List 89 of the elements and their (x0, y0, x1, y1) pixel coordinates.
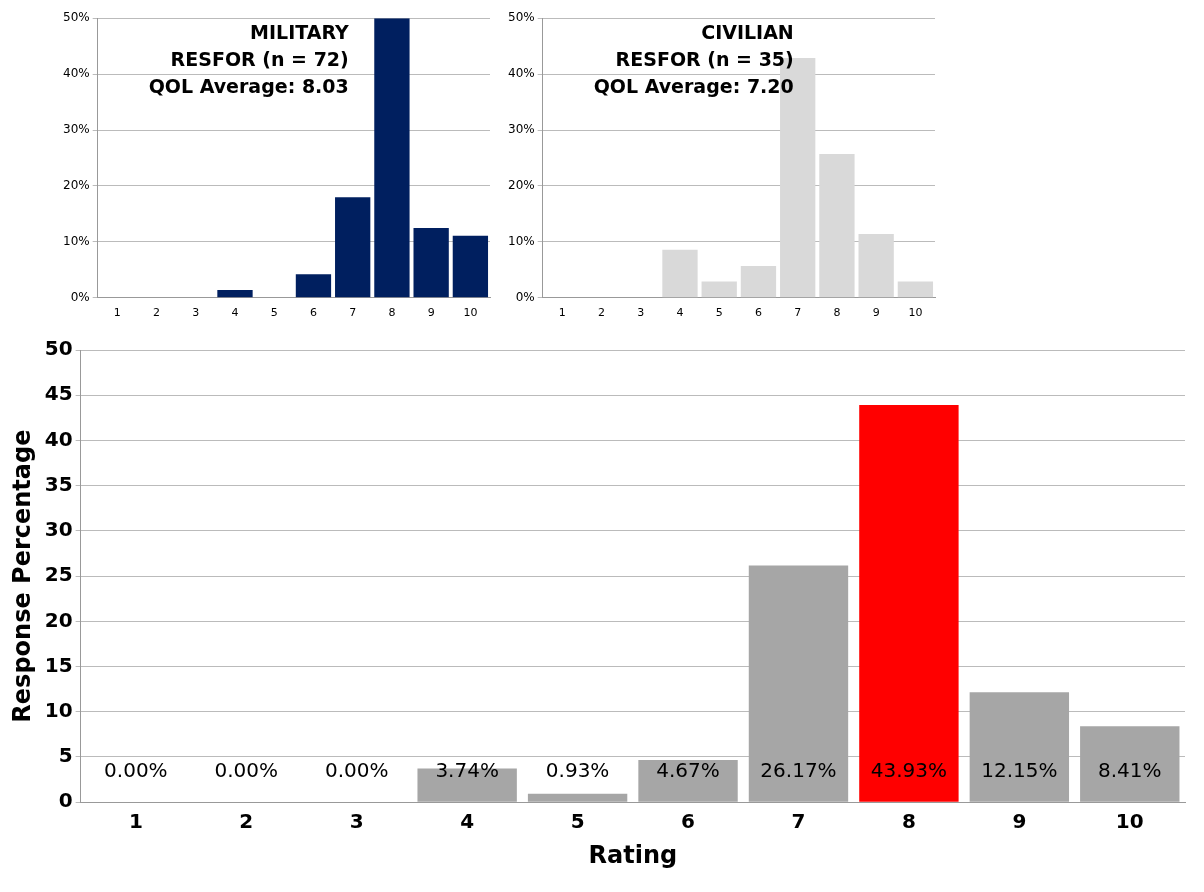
x-tick-label: 1 (113, 306, 121, 320)
bar (217, 289, 253, 298)
bar (527, 793, 628, 802)
bar (295, 274, 332, 298)
y-tick-label: 25 (44, 562, 73, 587)
x-tick-label: 8 (901, 809, 916, 834)
y-tick-label: 20% (63, 178, 90, 193)
bar (335, 197, 371, 298)
bar (701, 281, 737, 298)
x-tick-label: 9 (872, 306, 880, 320)
x-tick-label: 4 (460, 809, 475, 834)
x-tick-label: 10 (463, 306, 478, 320)
x-tick-label: 9 (1012, 809, 1027, 834)
x-tick-label: 7 (791, 809, 806, 834)
bar (638, 759, 738, 802)
x-tick-label: 1 (128, 809, 143, 834)
x-tick-label: 6 (681, 809, 695, 834)
x-tick-label: 10 (908, 306, 923, 320)
y-tick-label: 20 (44, 607, 73, 632)
x-tick-label: 3 (349, 809, 364, 834)
x-tick-label: 2 (153, 306, 161, 320)
bar (858, 234, 894, 298)
y-tick-label: 5 (58, 743, 73, 768)
bar (859, 404, 959, 802)
x-tick-label: 6 (309, 306, 317, 320)
data-label: 43.93% (870, 758, 948, 783)
x-tick-label: 6 (754, 306, 762, 320)
x-tick-label: 8 (388, 306, 396, 320)
x-tick-label: 2 (239, 809, 254, 834)
y-tick-label: 10 (44, 697, 73, 722)
x-tick-label: 1 (558, 306, 566, 320)
data-label: 0.93% (545, 758, 610, 783)
x-axis-title: Rating (588, 840, 678, 869)
y-tick-label: 50% (508, 10, 535, 25)
y-tick-label: 0% (70, 289, 90, 304)
y-axis-title: Response Percentage (7, 429, 36, 723)
annotation: RESFOR (n = 35) (615, 47, 794, 70)
x-tick-label: 3 (192, 306, 200, 320)
y-tick-label: 40% (508, 66, 535, 81)
data-label: 0.00% (324, 758, 389, 783)
bar (1080, 726, 1180, 802)
bar (819, 154, 855, 298)
data-label: 3.74% (435, 758, 499, 783)
x-tick-label: 3 (637, 306, 645, 320)
y-tick-label: 0 (58, 788, 73, 813)
bar (413, 227, 449, 298)
data-label: 12.15% (981, 758, 1058, 783)
x-tick-label: 5 (715, 306, 723, 320)
annotation: QOL Average: 8.03 (148, 74, 349, 97)
x-tick-label: 4 (231, 306, 239, 320)
data-label: 26.17% (760, 758, 837, 783)
annotation: CIVILIAN (701, 20, 794, 43)
y-tick-label: 30% (508, 122, 535, 137)
y-tick-label: 50% (63, 10, 90, 25)
x-tick-label: 10 (1115, 809, 1144, 834)
x-tick-label: 7 (349, 306, 357, 320)
data-label: 0.00% (214, 758, 279, 783)
bar (748, 565, 849, 802)
bar (452, 235, 489, 298)
bar (662, 249, 698, 298)
y-tick-label: 50 (44, 336, 73, 361)
data-label: 4.67% (656, 758, 720, 783)
x-tick-label: 2 (598, 306, 606, 320)
bar (897, 281, 934, 298)
data-label: 8.41% (1098, 758, 1162, 783)
bar (969, 692, 1070, 802)
y-tick-label: 0% (515, 289, 535, 304)
x-tick-label: 5 (570, 809, 585, 834)
x-tick-label: 5 (270, 306, 278, 320)
annotation: RESFOR (n = 72) (170, 47, 349, 70)
x-tick-label: 9 (427, 306, 435, 320)
y-tick-label: 35 (44, 471, 73, 496)
y-tick-label: 30 (44, 517, 73, 542)
y-tick-label: 10% (508, 234, 535, 249)
x-tick-label: 8 (833, 306, 841, 320)
x-tick-label: 7 (794, 306, 802, 320)
annotation: MILITARY (250, 20, 349, 43)
y-tick-label: 20% (508, 178, 535, 193)
y-tick-label: 40 (44, 426, 73, 451)
x-tick-label: 4 (676, 306, 684, 320)
bar (374, 18, 410, 298)
y-tick-label: 40% (63, 66, 90, 81)
annotation: QOL Average: 7.20 (593, 74, 794, 97)
data-label: 0.00% (104, 758, 168, 783)
bar (740, 265, 777, 298)
y-tick-label: 45 (44, 381, 73, 406)
y-tick-label: 10% (63, 234, 90, 249)
y-tick-label: 30% (63, 122, 90, 137)
y-tick-label: 15 (44, 652, 73, 677)
